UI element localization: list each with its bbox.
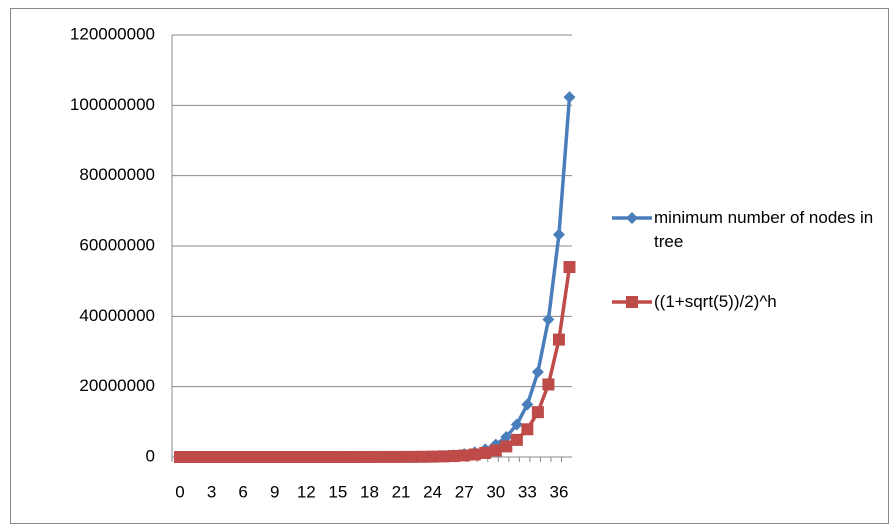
marker — [279, 450, 292, 463]
x-tick-label: 3 — [207, 482, 216, 501]
x-tick-label: 27 — [455, 482, 474, 501]
marker — [521, 423, 534, 436]
marker — [531, 366, 544, 379]
marker — [331, 450, 344, 463]
x-tick-label: 12 — [297, 482, 316, 501]
marker — [500, 440, 513, 453]
x-tick-label: 21 — [392, 482, 411, 501]
marker — [268, 450, 281, 463]
y-tick-label: 20000000 — [79, 376, 155, 395]
marker — [174, 451, 186, 463]
marker — [510, 433, 523, 446]
marker — [384, 450, 397, 463]
marker — [184, 451, 197, 463]
marker — [237, 450, 250, 463]
y-tick-label: 60000000 — [79, 235, 155, 254]
marker — [258, 450, 271, 463]
chart-border — [10, 8, 889, 524]
legend-marker — [626, 296, 638, 308]
marker — [300, 450, 313, 463]
x-tick-label: 24 — [423, 482, 442, 501]
marker — [563, 261, 576, 274]
marker — [395, 450, 408, 463]
marker — [437, 450, 450, 463]
marker — [205, 451, 218, 463]
marker — [310, 450, 323, 463]
y-tick-label: 40000000 — [79, 306, 155, 325]
marker — [458, 449, 471, 462]
x-tick-label: 30 — [486, 482, 505, 501]
marker — [489, 444, 502, 457]
marker — [416, 450, 429, 463]
marker — [542, 313, 555, 326]
marker — [521, 398, 534, 411]
legend-marker — [626, 212, 638, 224]
marker — [531, 406, 544, 419]
marker — [500, 430, 513, 443]
marker — [247, 450, 260, 463]
x-tick-label: 0 — [175, 482, 184, 501]
legend-label: minimum number of nodes in tree — [654, 208, 874, 251]
marker — [363, 450, 376, 463]
marker — [510, 418, 523, 431]
marker — [342, 450, 355, 463]
x-tick-label: 15 — [328, 482, 347, 501]
marker — [405, 450, 418, 463]
marker — [195, 451, 208, 463]
marker — [563, 91, 576, 104]
marker — [321, 450, 334, 463]
y-tick-label: 100000000 — [70, 95, 155, 114]
marker — [352, 450, 365, 463]
marker — [226, 450, 239, 463]
y-tick-label: 80000000 — [79, 165, 155, 184]
x-tick-label: 33 — [518, 482, 537, 501]
y-tick-label: 0 — [146, 446, 155, 465]
marker — [447, 450, 460, 463]
marker — [552, 333, 565, 346]
marker — [216, 450, 229, 463]
marker — [468, 448, 481, 461]
y-tick-label: 120000000 — [70, 24, 155, 43]
marker — [426, 450, 439, 463]
x-tick-label: 9 — [270, 482, 279, 501]
marker — [542, 378, 555, 391]
marker — [289, 450, 302, 463]
marker — [552, 228, 565, 241]
marker — [374, 450, 386, 463]
x-tick-label: 36 — [549, 482, 568, 501]
legend-label: ((1+sqrt(5))/2)^h — [654, 292, 777, 311]
x-tick-label: 18 — [360, 482, 379, 501]
x-tick-label: 6 — [238, 482, 247, 501]
marker — [479, 446, 492, 459]
